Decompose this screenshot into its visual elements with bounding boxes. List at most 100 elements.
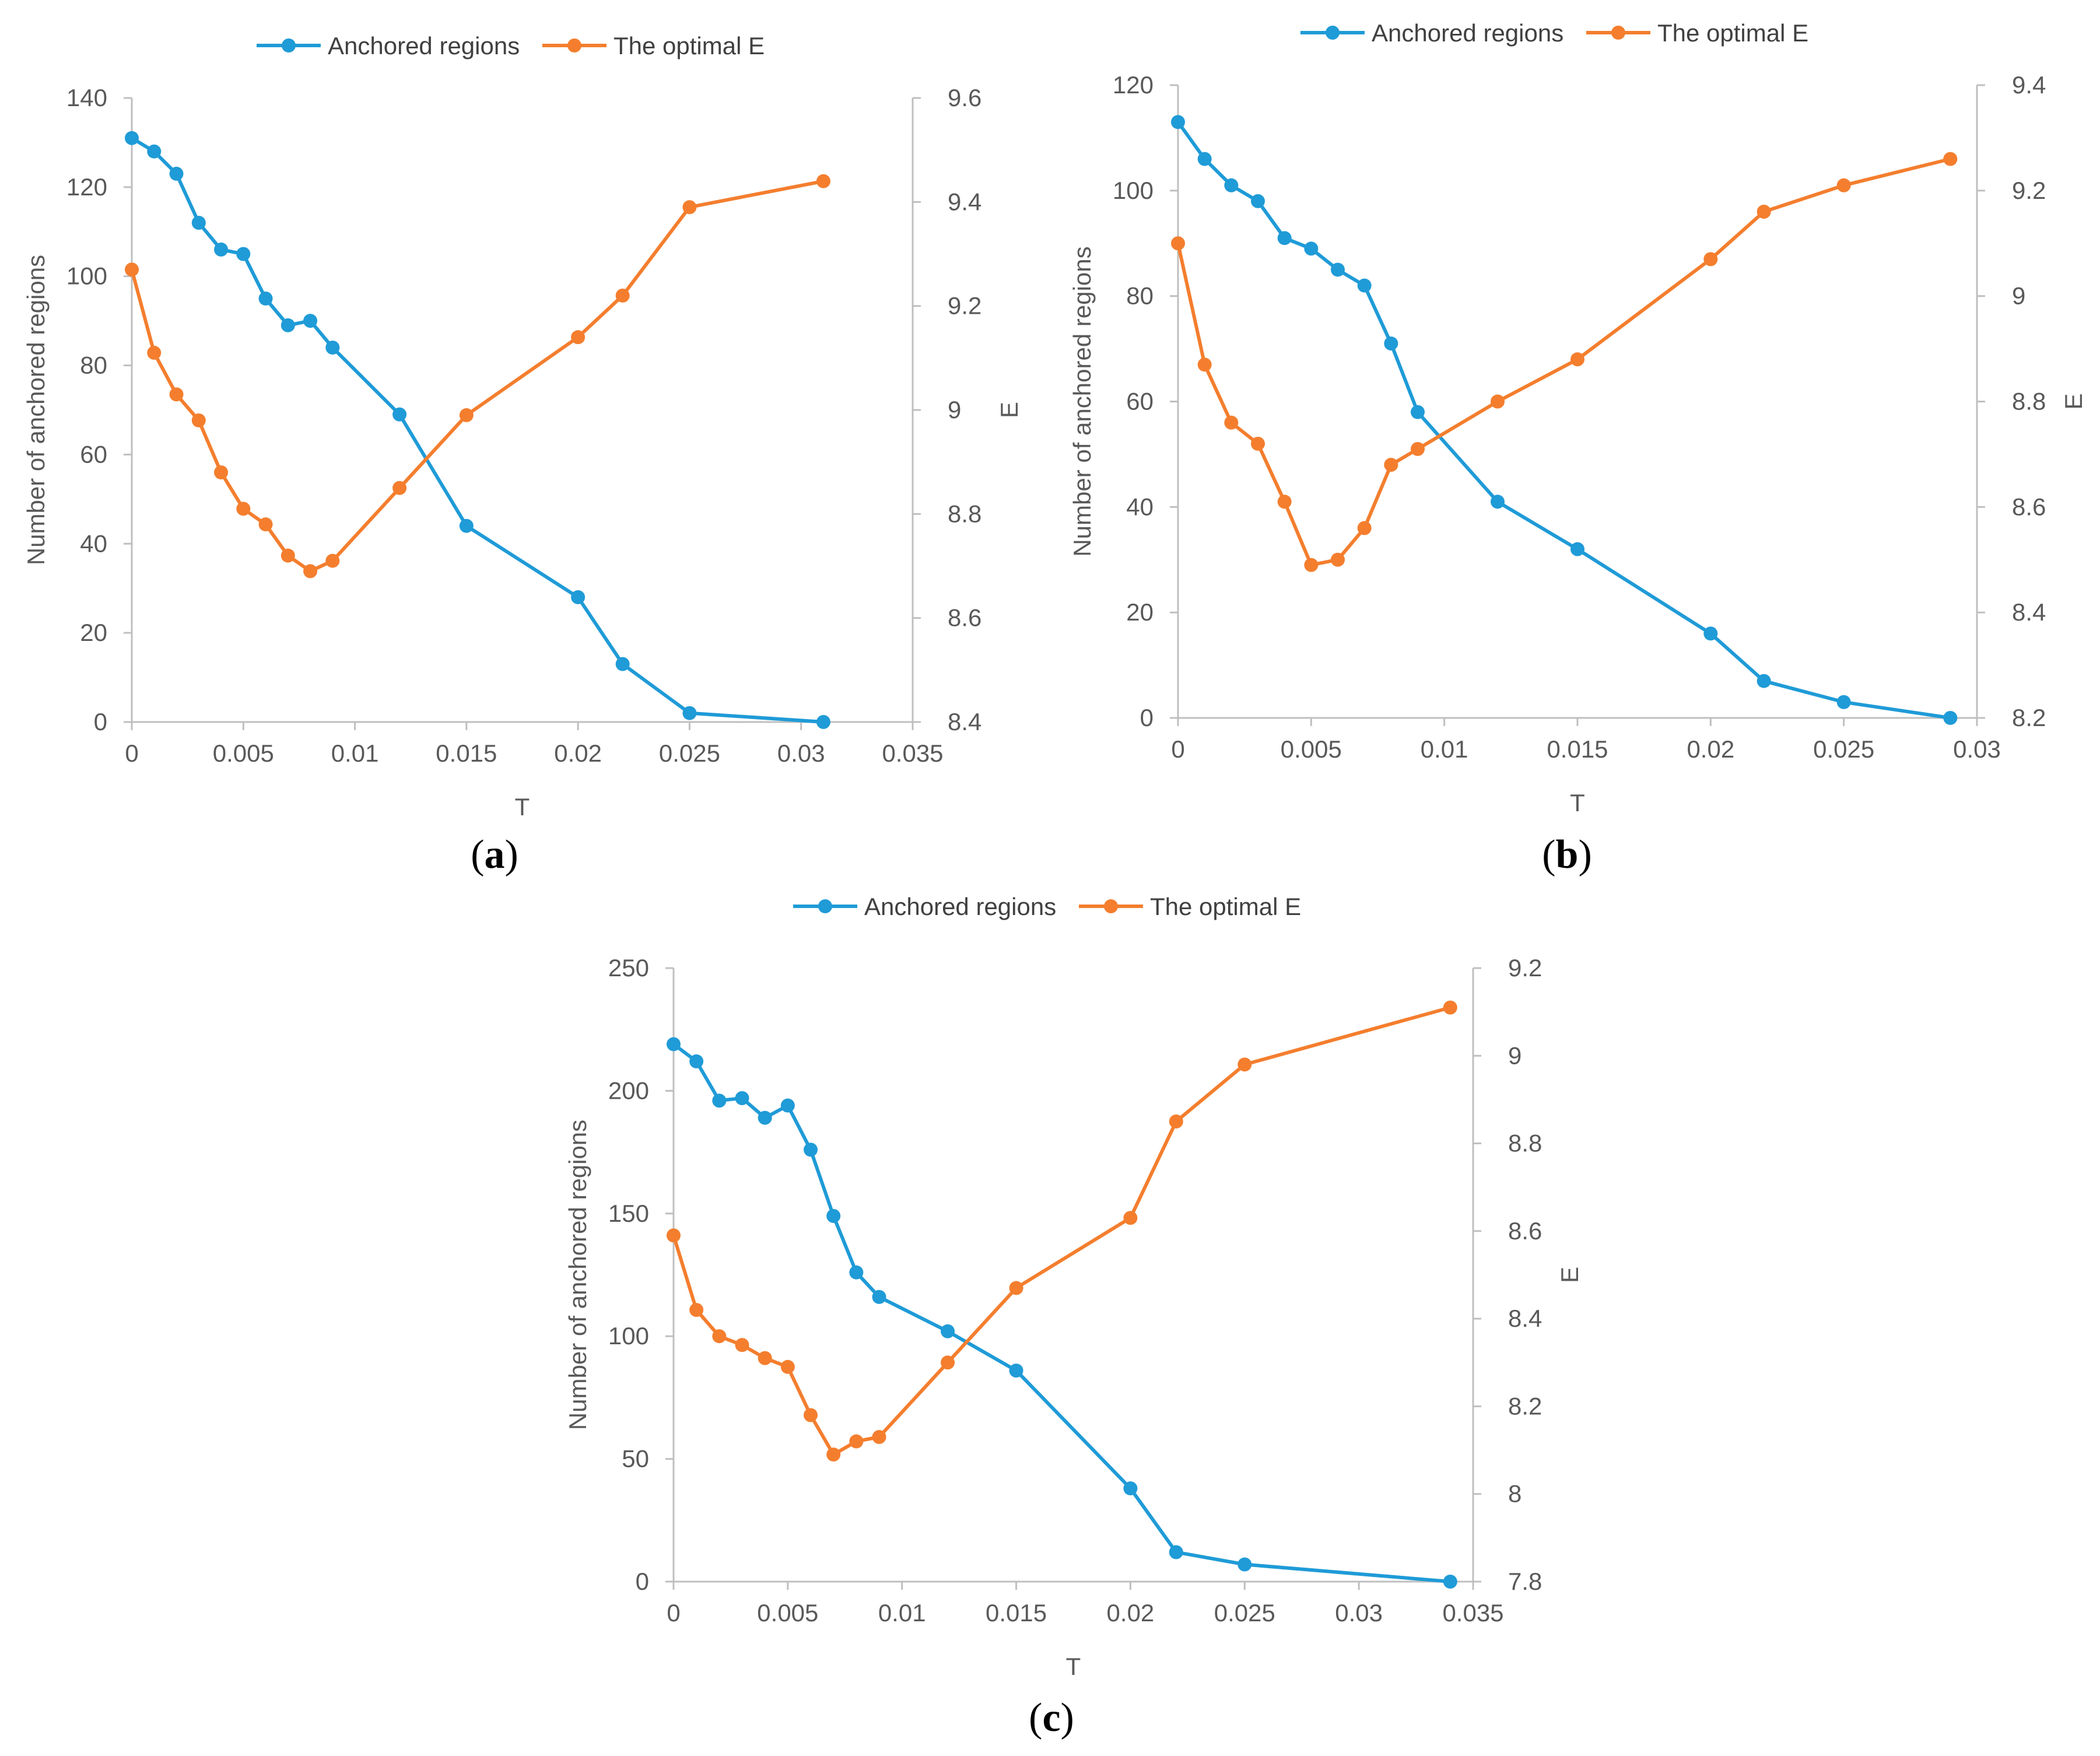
y2-tick-label: 8.4 — [2012, 598, 2046, 626]
x-tick-label: 0.035 — [1442, 1599, 1503, 1627]
data-point-optimal-e — [1169, 1114, 1183, 1128]
data-point-optimal-e — [459, 408, 474, 422]
series-line-optimal-e — [130, 179, 824, 573]
x-tick-label: 0.02 — [554, 739, 602, 767]
y2-tick-label: 8.2 — [1508, 1392, 1542, 1419]
data-point-anchored-regions — [191, 216, 206, 230]
y-tick-label: 40 — [1126, 493, 1154, 520]
series-line-anchored-regions — [672, 1043, 1451, 1583]
data-point-anchored-regions — [826, 1209, 841, 1224]
data-point-optimal-e — [169, 387, 184, 402]
data-point-optimal-e — [941, 1355, 955, 1370]
x-axis-title: T — [515, 793, 530, 821]
y2-tick-label: 9 — [948, 396, 961, 423]
data-point-anchored-regions — [1237, 1557, 1252, 1572]
chart-panel-a: 0 20 40 60 80 100 120 140 8.4 8.6 8.8 9 9.2 9.4 9.6 0 0.… — [22, 32, 1023, 877]
panel-label: (c) — [1029, 1695, 1074, 1740]
data-point-optimal-e — [325, 553, 340, 568]
data-point-optimal-e — [780, 1359, 795, 1374]
data-point-anchored-regions — [780, 1098, 795, 1113]
y-tick-label: 100 — [1113, 177, 1154, 204]
x-tick-label: 0.02 — [1687, 735, 1734, 763]
legend-marker-swatch — [567, 38, 581, 52]
data-point-anchored-regions — [1836, 695, 1851, 709]
y2-tick-label: 8.2 — [2012, 704, 2046, 731]
data-point-optimal-e — [1836, 178, 1851, 192]
data-point-anchored-regions — [816, 715, 830, 729]
y-tick-label: 60 — [1126, 388, 1154, 415]
data-point-optimal-e — [682, 200, 697, 215]
data-point-anchored-regions — [1197, 152, 1212, 166]
x-tick-label: 0.02 — [1107, 1599, 1155, 1627]
legend-label: The optimal E — [1657, 19, 1808, 47]
x-tick-label: 0.01 — [331, 739, 379, 767]
y-tick-label: 0 — [1140, 704, 1154, 731]
data-point-optimal-e — [236, 502, 251, 516]
y2-tick-label: 8.4 — [948, 708, 981, 735]
legend-label: Anchored regions — [1372, 19, 1563, 47]
legend-label: The optimal E — [1150, 893, 1301, 920]
data-point-optimal-e — [816, 174, 830, 188]
y2-tick-label: 8.8 — [948, 500, 981, 527]
data-point-anchored-regions — [1331, 262, 1345, 277]
data-point-optimal-e — [392, 481, 407, 495]
panel-label: (b) — [1542, 832, 1592, 877]
series-line-optimal-e — [672, 1005, 1451, 1457]
data-point-anchored-regions — [682, 706, 697, 720]
data-point-optimal-e — [1197, 357, 1212, 372]
data-point-anchored-regions — [872, 1289, 886, 1304]
data-point-optimal-e — [125, 262, 139, 277]
data-point-anchored-regions — [758, 1110, 772, 1125]
data-point-optimal-e — [1491, 394, 1505, 409]
data-point-anchored-regions — [1169, 1545, 1183, 1559]
data-point-anchored-regions — [147, 144, 162, 159]
data-point-anchored-regions — [1304, 241, 1319, 256]
data-point-anchored-regions — [1411, 405, 1425, 419]
data-point-optimal-e — [667, 1228, 681, 1243]
y-tick-label: 120 — [66, 173, 107, 201]
x-tick-label: 0.01 — [878, 1599, 926, 1627]
legend-marker-swatch — [1611, 26, 1625, 40]
data-point-optimal-e — [1357, 521, 1372, 535]
series-line-anchored-regions — [131, 136, 824, 724]
data-point-anchored-regions — [804, 1142, 818, 1157]
panel-label-open: ( — [1029, 1695, 1042, 1740]
y-tick-label: 60 — [80, 440, 107, 468]
x-tick-label: 0 — [667, 1599, 680, 1627]
data-point-anchored-regions — [1009, 1364, 1023, 1378]
data-point-anchored-regions — [1357, 278, 1372, 293]
y-tick-label: 100 — [66, 262, 107, 290]
y-tick-label: 50 — [622, 1445, 649, 1473]
y-tick-label: 150 — [608, 1200, 649, 1227]
data-point-anchored-regions — [1384, 337, 1398, 351]
data-point-anchored-regions — [1943, 711, 1958, 725]
chart-panel-c: 0 50 100 150 200 250 7.8 8 8.2 8.4 8.6 8.8 9 9.2 0 0.00… — [564, 893, 1583, 1740]
data-point-anchored-regions — [392, 407, 407, 422]
panel-label-close: ) — [1061, 1695, 1074, 1740]
y2-tick-label: 9 — [1508, 1042, 1521, 1069]
data-point-anchored-regions — [125, 131, 139, 145]
series-line-anchored-regions — [1176, 121, 1951, 720]
data-point-anchored-regions — [667, 1037, 681, 1052]
data-point-optimal-e — [1570, 352, 1584, 367]
y-tick-label: 80 — [80, 352, 107, 379]
x-tick-label: 0.005 — [213, 739, 274, 767]
data-point-optimal-e — [258, 517, 273, 532]
data-point-anchored-regions — [303, 314, 318, 328]
data-point-optimal-e — [1757, 205, 1771, 219]
y-tick-label: 100 — [608, 1322, 649, 1350]
data-point-anchored-regions — [169, 166, 184, 181]
data-point-optimal-e — [615, 288, 630, 303]
legend: Anchored regions The optimal E — [1300, 19, 1808, 47]
panel-label-close: ) — [505, 832, 518, 877]
data-point-optimal-e — [571, 330, 586, 345]
panel-label-letter: a — [485, 832, 505, 877]
y-tick-label: 40 — [80, 530, 107, 557]
y-axis-title: Number of anchored regions — [1068, 246, 1096, 556]
x-tick-label: 0.01 — [1421, 735, 1468, 763]
data-point-anchored-regions — [1570, 542, 1584, 556]
y2-tick-label: 9.2 — [2012, 177, 2046, 204]
data-point-optimal-e — [1331, 552, 1345, 567]
x-tick-label: 0.025 — [1214, 1599, 1275, 1627]
data-point-anchored-regions — [571, 590, 586, 604]
